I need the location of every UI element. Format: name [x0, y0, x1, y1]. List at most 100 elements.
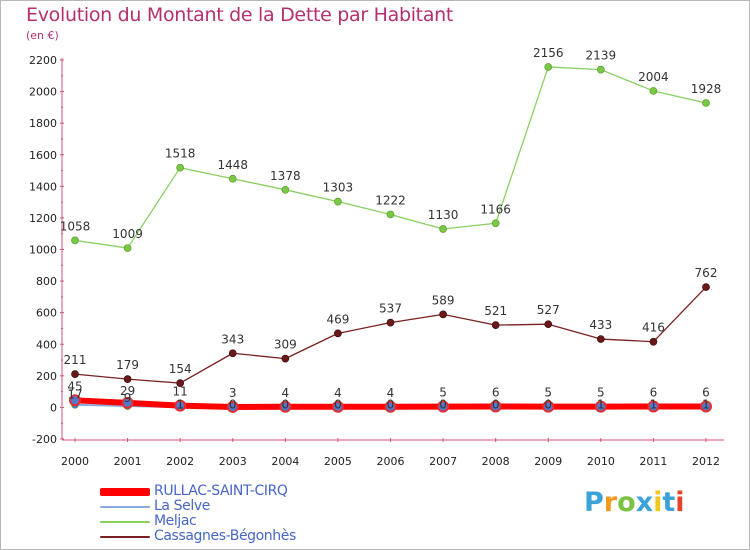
data-label: 17 — [67, 388, 82, 402]
data-point — [702, 283, 710, 291]
data-label: 45 — [67, 379, 82, 393]
data-label: 416 — [642, 321, 665, 335]
data-label: 5 — [597, 386, 605, 400]
data-point — [489, 400, 502, 413]
logo-letter: t — [662, 487, 676, 518]
data-point — [596, 335, 605, 343]
chart-unit-label: (en €) — [26, 29, 59, 42]
data-label: 4 — [282, 386, 290, 400]
data-point — [594, 400, 607, 413]
data-point — [69, 394, 81, 407]
data-point — [174, 399, 187, 412]
x-tick-label: 2006 — [377, 455, 405, 468]
y-tick-label: 600 — [36, 307, 57, 320]
data-label: 1058 — [60, 219, 91, 233]
data-point — [702, 99, 710, 107]
data-label: 0 — [387, 397, 395, 411]
y-tick-label: 1600 — [29, 149, 57, 162]
legend-swatch — [100, 521, 150, 523]
data-label: 0 — [334, 397, 342, 411]
data-label: 537 — [379, 302, 402, 316]
y-tick-label: 400 — [36, 338, 57, 351]
data-label: 5 — [544, 386, 552, 400]
data-label: 179 — [116, 358, 139, 372]
data-point — [123, 375, 132, 383]
data-point — [596, 65, 605, 74]
y-tick-label: 800 — [36, 275, 57, 288]
data-label: 6 — [492, 385, 500, 399]
legend-label: La Selve — [154, 498, 210, 514]
data-point — [542, 400, 555, 413]
x-tick-label: 2007 — [429, 455, 457, 468]
data-point — [384, 400, 397, 413]
data-label: 1130 — [428, 208, 459, 222]
x-tick-label: 2004 — [271, 455, 299, 468]
y-tick-label: 0 — [50, 401, 57, 414]
data-label: 1928 — [691, 82, 722, 96]
data-label: 1448 — [217, 158, 248, 172]
data-point — [439, 310, 447, 319]
data-point — [121, 396, 134, 409]
logo-letter: i — [653, 487, 663, 518]
data-label: 4 — [334, 386, 342, 400]
data-label: 1009 — [112, 227, 143, 241]
x-tick-label: 2012 — [692, 455, 720, 468]
legend-swatch — [100, 506, 150, 508]
legend-item: Cassagnes-Bégonhès — [100, 528, 400, 544]
data-point — [279, 400, 292, 413]
legend-label: RULLAC-SAINT-CIRQ — [154, 483, 288, 499]
chart-legend: RULLAC-SAINT-CIRQ La Selve Meljac Cassagnes… — [100, 483, 400, 544]
data-label: 0 — [282, 397, 290, 411]
data-label: 309 — [274, 338, 297, 352]
x-tick-label: 2010 — [587, 455, 615, 468]
x-tick-label: 2008 — [482, 455, 510, 468]
y-tick-label: 1800 — [29, 117, 57, 130]
logo-letter: o — [617, 487, 636, 518]
data-point — [649, 87, 658, 95]
data-point — [331, 400, 344, 413]
y-tick-label: 1400 — [29, 180, 57, 193]
data-label: 521 — [484, 304, 507, 318]
legend-item: La Selve — [100, 498, 400, 514]
data-label: 0 — [229, 397, 237, 411]
legend-swatch — [100, 488, 150, 496]
data-label: 4 — [387, 386, 395, 400]
data-label: 0 — [544, 397, 552, 411]
data-label: 3 — [229, 386, 237, 400]
y-tick-label: 1200 — [29, 212, 57, 225]
data-point — [281, 354, 290, 363]
data-label: 1166 — [480, 202, 511, 216]
data-label: 9 — [124, 391, 132, 405]
y-tick-label: 200 — [36, 370, 57, 383]
legend-item: RULLAC-SAINT-CIRQ — [100, 483, 400, 499]
x-tick-label: 2002 — [166, 455, 194, 468]
data-point — [228, 174, 237, 183]
logo-letter: x — [635, 487, 654, 518]
x-tick-label: 2011 — [639, 455, 667, 468]
data-label: 6 — [650, 385, 658, 399]
data-point — [491, 219, 500, 228]
y-tick-label: 2000 — [29, 86, 57, 99]
data-point — [123, 244, 132, 252]
data-label: 1222 — [375, 193, 406, 207]
data-point — [334, 197, 342, 206]
data-label: 0 — [439, 397, 447, 411]
data-label: 433 — [589, 318, 612, 332]
data-label: 1378 — [270, 169, 301, 183]
data-label: 0 — [492, 397, 500, 411]
data-label: 469 — [326, 312, 349, 326]
data-point — [334, 329, 342, 338]
legend-label: Meljac — [154, 513, 197, 529]
data-point — [71, 370, 79, 378]
data-point — [228, 349, 237, 358]
logo-letter: i — [675, 487, 685, 518]
data-point — [700, 400, 712, 413]
data-label: 1 — [597, 397, 605, 411]
proxiti-logo: Proxiti — [584, 487, 685, 518]
data-label: 6 — [702, 385, 710, 399]
data-label: 1 — [702, 397, 710, 411]
data-point — [439, 225, 447, 233]
y-tick-label: 2200 — [29, 54, 57, 67]
chart-title: Evolution du Montant de la Dette par Hab… — [26, 4, 454, 26]
